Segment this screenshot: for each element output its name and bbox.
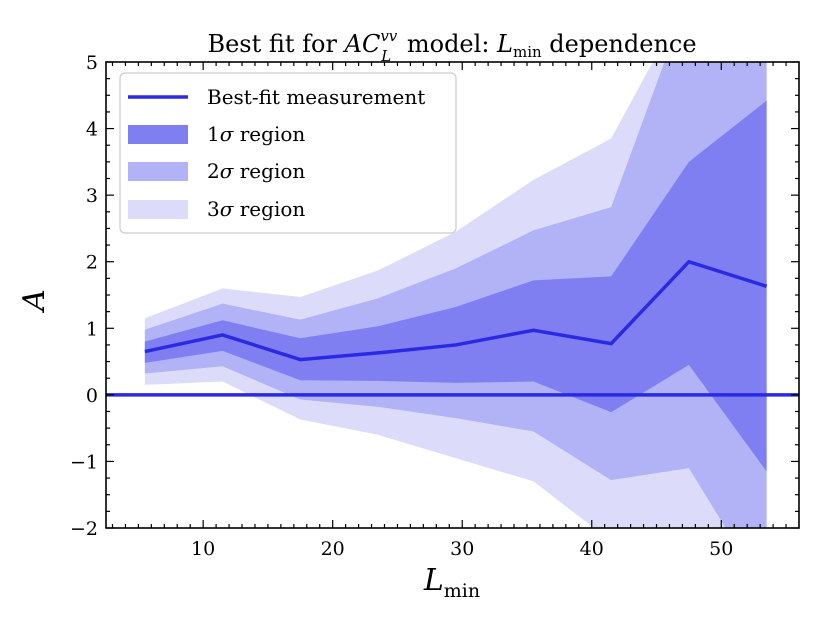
x-tick-label: 30 [450, 538, 474, 560]
legend-label-best-fit: Best-fit measurement [207, 85, 425, 109]
band-1sigma [144, 100, 767, 472]
y-tick-label: 2 [86, 252, 98, 274]
legend: Best-fit measurement 1σ region 2σ region… [119, 72, 457, 234]
plot-area [106, 62, 799, 528]
x-tick-label: 40 [580, 538, 604, 560]
axis-ticks: 10 20 30 40 50 −2 −1 0 1 2 3 4 5 [70, 52, 799, 560]
legend-swatch-1sigma [128, 125, 188, 144]
chart-title: Best fit for ACvv L model: Lmin dependenc… [207, 27, 696, 65]
x-tick-label: 10 [191, 538, 215, 560]
y-tick-label: −2 [70, 518, 98, 540]
y-tick-label: 4 [86, 119, 98, 141]
legend-label-3sigma: 3σ region [207, 197, 305, 221]
y-tick-label: 1 [86, 318, 98, 340]
legend-box [119, 72, 457, 234]
y-tick-label: 0 [86, 385, 98, 407]
legend-label-1sigma: 1σ region [207, 122, 305, 146]
y-tick-label: 3 [86, 185, 98, 207]
y-axis-label: A [17, 289, 52, 314]
best-fit-line [144, 259, 768, 362]
legend-swatch-2sigma [128, 162, 188, 181]
x-axis-label: Lmin [423, 563, 480, 602]
x-tick-label: 20 [321, 538, 345, 560]
x-tick-label: 50 [709, 538, 733, 560]
legend-label-2sigma: 2σ region [207, 159, 305, 183]
y-tick-label: −1 [70, 451, 98, 473]
legend-swatch-3sigma [128, 200, 188, 219]
y-tick-label: 5 [86, 52, 98, 74]
